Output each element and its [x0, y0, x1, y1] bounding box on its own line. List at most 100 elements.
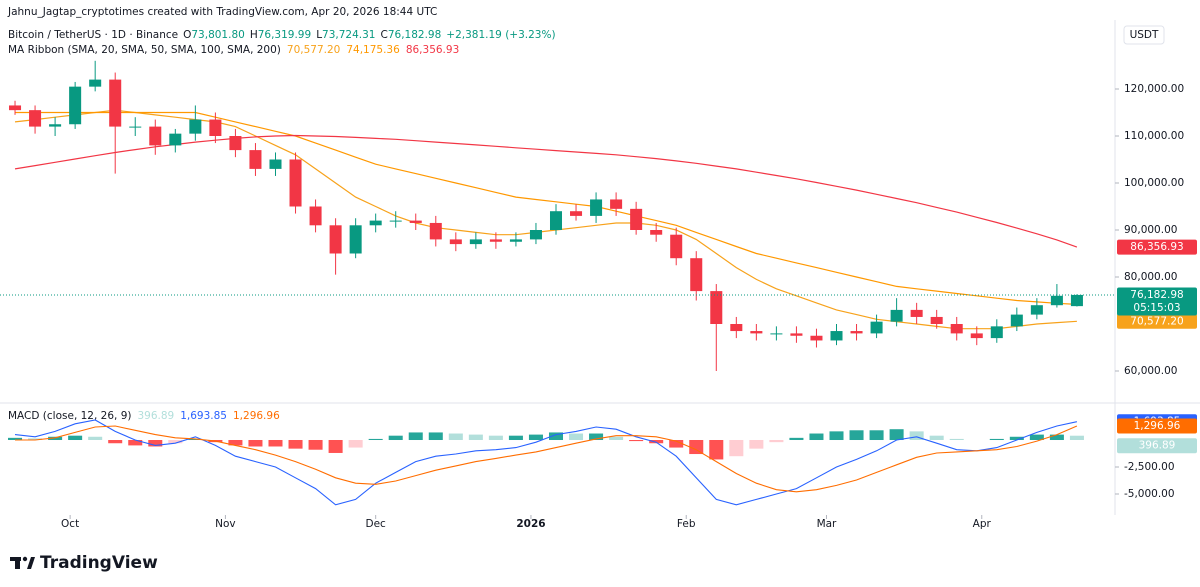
macd-histogram-bar	[228, 440, 243, 446]
candle-body	[650, 230, 663, 235]
ma-legend-part: 70,577.20	[287, 44, 340, 56]
macd-histogram-bar	[308, 440, 323, 450]
candle-body	[1070, 294, 1083, 307]
ma-tag-bg	[1117, 313, 1197, 329]
last-price-tag-bg	[1117, 287, 1197, 316]
candle-body	[89, 79, 102, 87]
macd-tag-bg	[1117, 438, 1197, 454]
y-tick-label: -5,000.00	[1124, 488, 1175, 500]
macd-tag: 1,296.96	[1134, 420, 1181, 432]
macd-histogram-bar	[28, 438, 43, 441]
macd-histogram-bar	[428, 432, 443, 441]
currency: USDT	[1130, 29, 1159, 41]
candle-body	[509, 239, 522, 242]
candle-body	[529, 230, 542, 240]
logo	[10, 556, 35, 569]
price-legend: Bitcoin / TetherUS · 1D · Binance O73,801…	[8, 29, 556, 41]
credit: Jahnu_Jagtap_cryptotimes created with Tr…	[7, 6, 437, 18]
macd-legend: MACD (close, 12, 26, 9) 396.89 1,693.85 1,2…	[8, 410, 280, 422]
macd-histogram-bar	[1069, 435, 1084, 441]
price-legend-part: Bitcoin / TetherUS · 1D · Binance	[8, 29, 178, 41]
candle-body	[329, 225, 342, 254]
candle-body	[429, 222, 442, 240]
ma-tag-bg	[1117, 239, 1197, 255]
macd-histogram-bar	[1049, 434, 1064, 441]
candle-body	[590, 199, 603, 216]
ma-line	[15, 111, 1077, 305]
currency-box	[1123, 25, 1165, 45]
candle-body	[29, 110, 42, 127]
macd-histogram-bar	[889, 429, 904, 441]
candle-body	[289, 159, 302, 207]
ma-tag: 86,356.93	[1130, 241, 1183, 253]
macd-histogram-bar	[68, 435, 83, 441]
macd-histogram-bar	[388, 435, 403, 441]
macd-histogram-bar	[408, 432, 423, 441]
y-tick-label: 100,000.00	[1124, 177, 1184, 189]
macd-histogram-bar	[368, 438, 383, 441]
candle-body	[189, 119, 202, 134]
macd-histogram-bar	[1009, 436, 1024, 441]
macd-legend-part: 1,296.96	[233, 410, 280, 422]
candle-body	[570, 211, 583, 216]
last-price-tag-countdown: 05:15:03	[1133, 302, 1180, 314]
candle-body	[1050, 295, 1063, 306]
candle-body	[770, 333, 783, 335]
candle-body	[730, 324, 743, 332]
macd-histogram-bar	[789, 437, 804, 441]
candle-body	[169, 133, 182, 146]
candle-body	[670, 234, 683, 259]
x-tick-label: Apr	[973, 518, 992, 530]
macd-histogram-bar	[909, 431, 924, 441]
macd-histogram-bar	[929, 435, 944, 441]
candle-body	[409, 220, 422, 223]
macd-histogram-bar	[849, 430, 864, 441]
y-tick-label: -2,500.00	[1124, 461, 1175, 473]
candle-body	[890, 309, 903, 322]
x-tick-label: Mar	[817, 518, 837, 530]
price-legend-part: 76,182.98	[388, 29, 441, 41]
macd-histogram-bar	[749, 440, 764, 449]
candle-body	[249, 150, 262, 169]
macd-histogram-bar	[729, 440, 744, 457]
macd-histogram-bar	[689, 440, 704, 455]
candle-body	[810, 335, 823, 341]
macd-histogram-bar	[1029, 434, 1044, 441]
ma-legend-part: MA Ribbon (SMA, 20, SMA, 50, SMA, 100, S…	[8, 44, 281, 56]
macd-histogram-bar	[949, 438, 964, 441]
macd-legend-part: 396.89	[137, 410, 174, 422]
price-legend-part: +2,381.19 (+3.23%)	[446, 29, 555, 41]
x-tick-label: 2026	[516, 518, 545, 530]
price-legend-part: O	[183, 29, 191, 41]
price-legend-part: C	[381, 29, 388, 41]
macd-legend-part: 1,693.85	[180, 410, 227, 422]
macd-histogram-bar	[108, 440, 123, 444]
macd-histogram-bar	[488, 435, 503, 441]
y-tick-label: 90,000.00	[1124, 224, 1177, 236]
macd-histogram-bar	[248, 440, 263, 447]
candle-body	[129, 126, 142, 128]
candle-body	[69, 86, 82, 125]
macd-histogram-bar	[769, 440, 784, 443]
candle-body	[830, 331, 843, 341]
candle-body	[549, 211, 563, 231]
y-tick-label: 60,000.00	[1124, 365, 1177, 377]
candle-body	[910, 309, 923, 317]
macd-tag: 396.89	[1139, 440, 1176, 452]
candle-body	[469, 239, 482, 245]
candle-body	[710, 291, 723, 325]
candle-body	[610, 199, 623, 209]
macd-histogram-bar	[869, 430, 884, 441]
macd-histogram-bar	[629, 440, 644, 442]
macd-histogram-bar	[709, 440, 724, 460]
candle-body	[229, 136, 242, 151]
macd-histogram-bar	[348, 440, 363, 448]
macd-histogram-bar	[508, 435, 523, 441]
macd-histogram-bar	[328, 440, 343, 453]
candle-body	[630, 208, 643, 231]
candle-body	[349, 225, 362, 254]
macd-histogram-bar	[589, 433, 604, 441]
ma-line	[14, 134, 1078, 248]
last-price-tag: 76,182.98	[1130, 289, 1183, 301]
